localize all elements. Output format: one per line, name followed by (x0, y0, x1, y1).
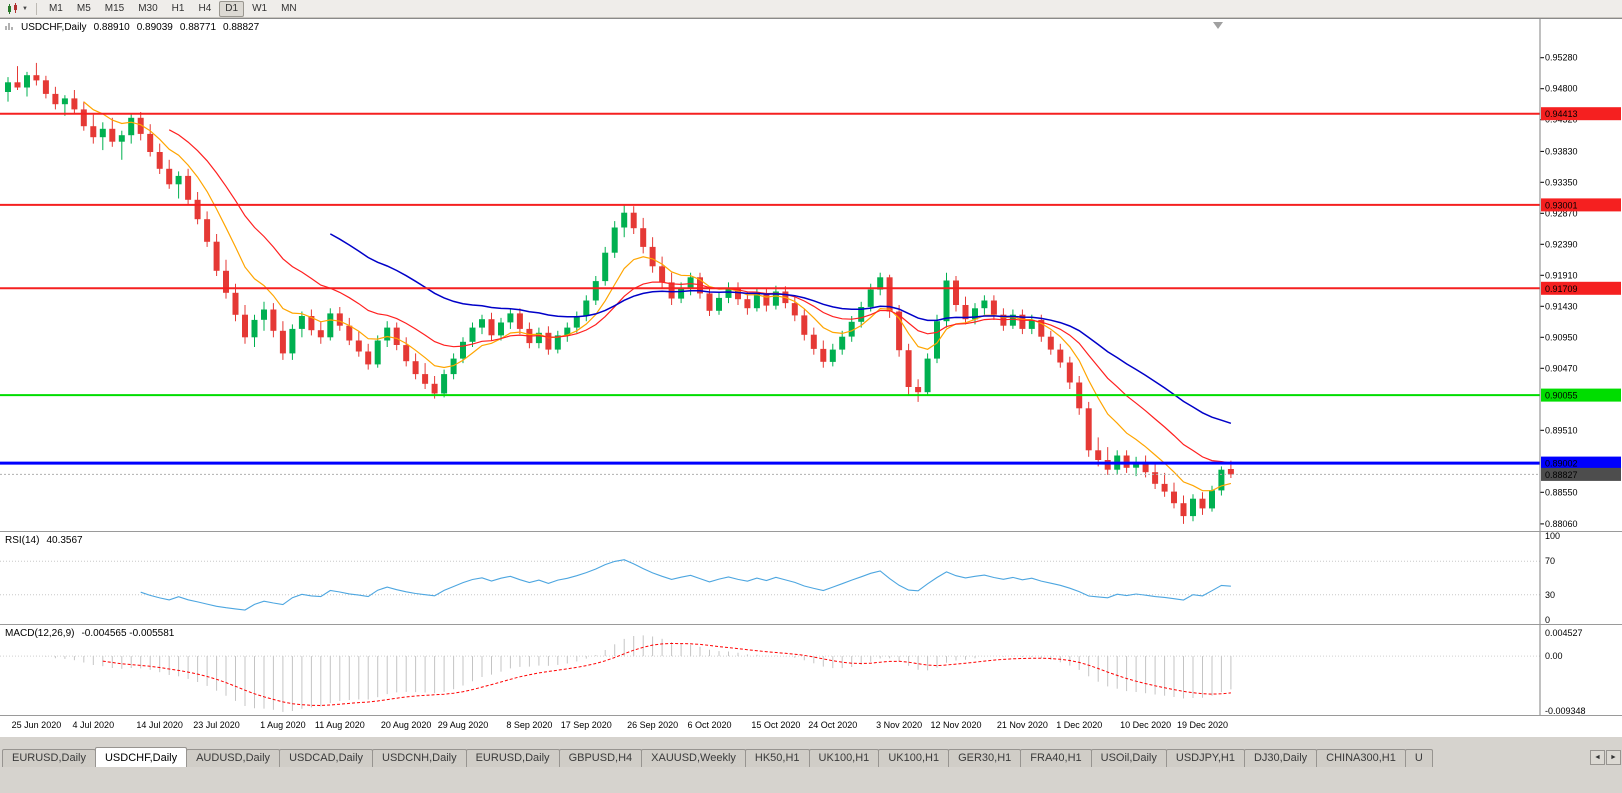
timeframe-button-m5[interactable]: M5 (76, 2, 91, 14)
svg-text:0.93830: 0.93830 (1545, 146, 1578, 156)
chart-tab-usoil-daily[interactable]: USOil,Daily (1090, 749, 1167, 767)
svg-text:0.92870: 0.92870 (1545, 208, 1578, 218)
macd-indicator-panel: 0.004527 0.00 -0.009348 MACD(12,26,9) -0.0… (0, 624, 1622, 716)
svg-text:0.94413: 0.94413 (1545, 109, 1578, 119)
chart-tab-uk100-h1[interactable]: UK100,H1 (808, 749, 880, 767)
price-chart-canvas[interactable]: 0.952800.948000.943200.938300.933500.928… (0, 19, 1622, 531)
svg-text:0.88060: 0.88060 (1545, 519, 1578, 529)
svg-text:0.95280: 0.95280 (1545, 53, 1578, 63)
date-label: 15 Oct 2020 (751, 720, 801, 730)
rsi-indicator-panel: 100 70 30 0 RSI(14) 40.3567 (0, 531, 1622, 625)
toolbar-separator (35, 2, 37, 15)
svg-text:0.91910: 0.91910 (1545, 270, 1578, 280)
date-axis[interactable]: 25 Jun 2020 4 Jul 2020 14 Jul 2020 23 Jul 2… (0, 715, 1622, 737)
date-label: 17 Sep 2020 (560, 720, 612, 730)
timeframe-button-m1[interactable]: M1 (48, 2, 63, 14)
svg-text:70: 70 (1545, 556, 1555, 566)
timeframe-button-h1[interactable]: H1 (171, 2, 185, 14)
tab-scroll-left-button[interactable]: ◄ (1590, 750, 1605, 765)
timeframe-buttons: M1 M5 M15 M30 H1 H4 D1 W1 MN (42, 0, 304, 17)
svg-text:0.88827: 0.88827 (1545, 470, 1578, 480)
svg-text:0.93001: 0.93001 (1545, 200, 1578, 210)
timeframe-button-m30[interactable]: M30 (138, 2, 158, 14)
chart-tab-usdcad-daily[interactable]: USDCAD,Daily (279, 749, 374, 767)
chart-tab-china300-h1[interactable]: CHINA300,H1 (1316, 749, 1406, 767)
date-label: 20 Aug 2020 (380, 720, 432, 730)
date-label: 11 Aug 2020 (314, 720, 365, 730)
chart-tab-dj30-daily[interactable]: DJ30,Daily (1243, 749, 1318, 767)
macd-canvas[interactable]: 0.004527 0.00 -0.009348 (0, 625, 1622, 716)
chart-tab-usdcnh-daily[interactable]: USDCNH,Daily (372, 749, 467, 767)
svg-text:0: 0 (1545, 615, 1550, 625)
date-label: 14 Jul 2020 (136, 720, 183, 730)
svg-text:0.90950: 0.90950 (1545, 332, 1578, 342)
chart-window: 0.952800.948000.943200.938300.933500.928… (0, 18, 1622, 737)
timeframe-button-mn[interactable]: MN (281, 2, 297, 14)
timeframe-toolbar: ▼ M1 M5 M15 M30 H1 H4 D1 W1 MN (0, 0, 1622, 18)
date-label: 6 Oct 2020 (687, 720, 732, 730)
date-label: 10 Dec 2020 (1120, 720, 1172, 730)
svg-text:30: 30 (1545, 590, 1555, 600)
date-label: 26 Sep 2020 (627, 720, 679, 730)
date-label: 29 Aug 2020 (437, 720, 489, 730)
chart-tab-hk50-h1[interactable]: HK50,H1 (744, 749, 810, 767)
date-label: 4 Jul 2020 (72, 720, 115, 730)
svg-text:0.92390: 0.92390 (1545, 239, 1578, 249)
chevron-down-icon: ▼ (22, 5, 28, 12)
svg-text:0.90470: 0.90470 (1545, 363, 1578, 373)
date-label: 23 Jul 2020 (193, 720, 240, 730)
timeframe-button-h4[interactable]: H4 (198, 2, 212, 14)
date-label: 8 Sep 2020 (506, 720, 553, 730)
date-label: 1 Aug 2020 (260, 720, 306, 730)
chart-tab-xauusd-weekly[interactable]: XAUUSD,Weekly (641, 749, 746, 767)
chart-tab-uk100-h1[interactable]: UK100,H1 (878, 749, 950, 767)
svg-text:0.00: 0.00 (1545, 651, 1563, 661)
chart-tab-usdjpy-h1[interactable]: USDJPY,H1 (1165, 749, 1245, 767)
svg-text:0.88550: 0.88550 (1545, 487, 1578, 497)
svg-text:0.93350: 0.93350 (1545, 177, 1578, 187)
chart-type-selector[interactable]: ▼ (3, 2, 31, 15)
chart-tab-eurusd-daily[interactable]: EURUSD,Daily (2, 749, 96, 767)
tab-scroll-right-button[interactable]: ► (1606, 750, 1621, 765)
svg-text:-0.009348: -0.009348 (1545, 706, 1586, 716)
svg-text:0.91709: 0.91709 (1545, 284, 1578, 294)
timeframe-button-m15[interactable]: M15 (104, 2, 125, 14)
date-label: 21 Nov 2020 (996, 720, 1048, 730)
chart-tab-bar: EURUSD,Daily USDCHF,Daily AUDUSD,Daily USDC… (0, 745, 1622, 767)
chart-tab-eurusd-daily[interactable]: EURUSD,Daily (465, 749, 560, 767)
chart-tab-usdchf-daily[interactable]: USDCHF,Daily (94, 747, 188, 767)
rsi-canvas[interactable]: 100 70 30 0 (0, 532, 1622, 625)
price-chart-panel: 0.952800.948000.943200.938300.933500.928… (0, 19, 1622, 531)
chart-tab-fra40-h1[interactable]: FRA40,H1 (1020, 749, 1092, 767)
date-label: 12 Nov 2020 (930, 720, 982, 730)
timeframe-button-w1[interactable]: W1 (252, 2, 268, 14)
svg-text:100: 100 (1545, 532, 1560, 541)
svg-text:0.89510: 0.89510 (1545, 425, 1578, 435)
chart-tab-gbpusd-h4[interactable]: GBPUSD,H4 (558, 749, 643, 767)
date-label: 25 Jun 2020 (11, 720, 62, 730)
chart-tab-list: EURUSD,Daily USDCHF,Daily AUDUSD,Daily USDC… (2, 747, 1433, 767)
date-label: 1 Dec 2020 (1056, 720, 1103, 730)
chart-tab-u[interactable]: U (1404, 749, 1433, 767)
timeframe-button-d1[interactable]: D1 (219, 0, 245, 17)
svg-text:0.89002: 0.89002 (1545, 459, 1578, 469)
date-label: 24 Oct 2020 (808, 720, 858, 730)
tab-scroll-controls: ◄ ► (1586, 750, 1621, 765)
chart-tab-ger30-h1[interactable]: GER30,H1 (948, 749, 1022, 767)
svg-text:0.004527: 0.004527 (1545, 628, 1583, 638)
date-label: 19 Dec 2020 (1176, 720, 1228, 730)
date-label: 3 Nov 2020 (876, 720, 923, 730)
svg-text:0.91430: 0.91430 (1545, 301, 1578, 311)
svg-text:0.90055: 0.90055 (1545, 391, 1578, 401)
svg-text:0.94800: 0.94800 (1545, 84, 1578, 94)
chart-tab-audusd-daily[interactable]: AUDUSD,Daily (186, 749, 281, 767)
candlestick-chart-icon (6, 2, 20, 15)
